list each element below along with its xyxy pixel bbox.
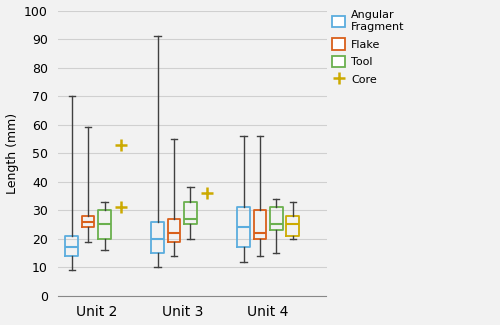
- Y-axis label: Length (mm): Length (mm): [6, 112, 18, 194]
- Legend: Angular
Fragment, Flake, Tool, Core: Angular Fragment, Flake, Tool, Core: [332, 10, 404, 85]
